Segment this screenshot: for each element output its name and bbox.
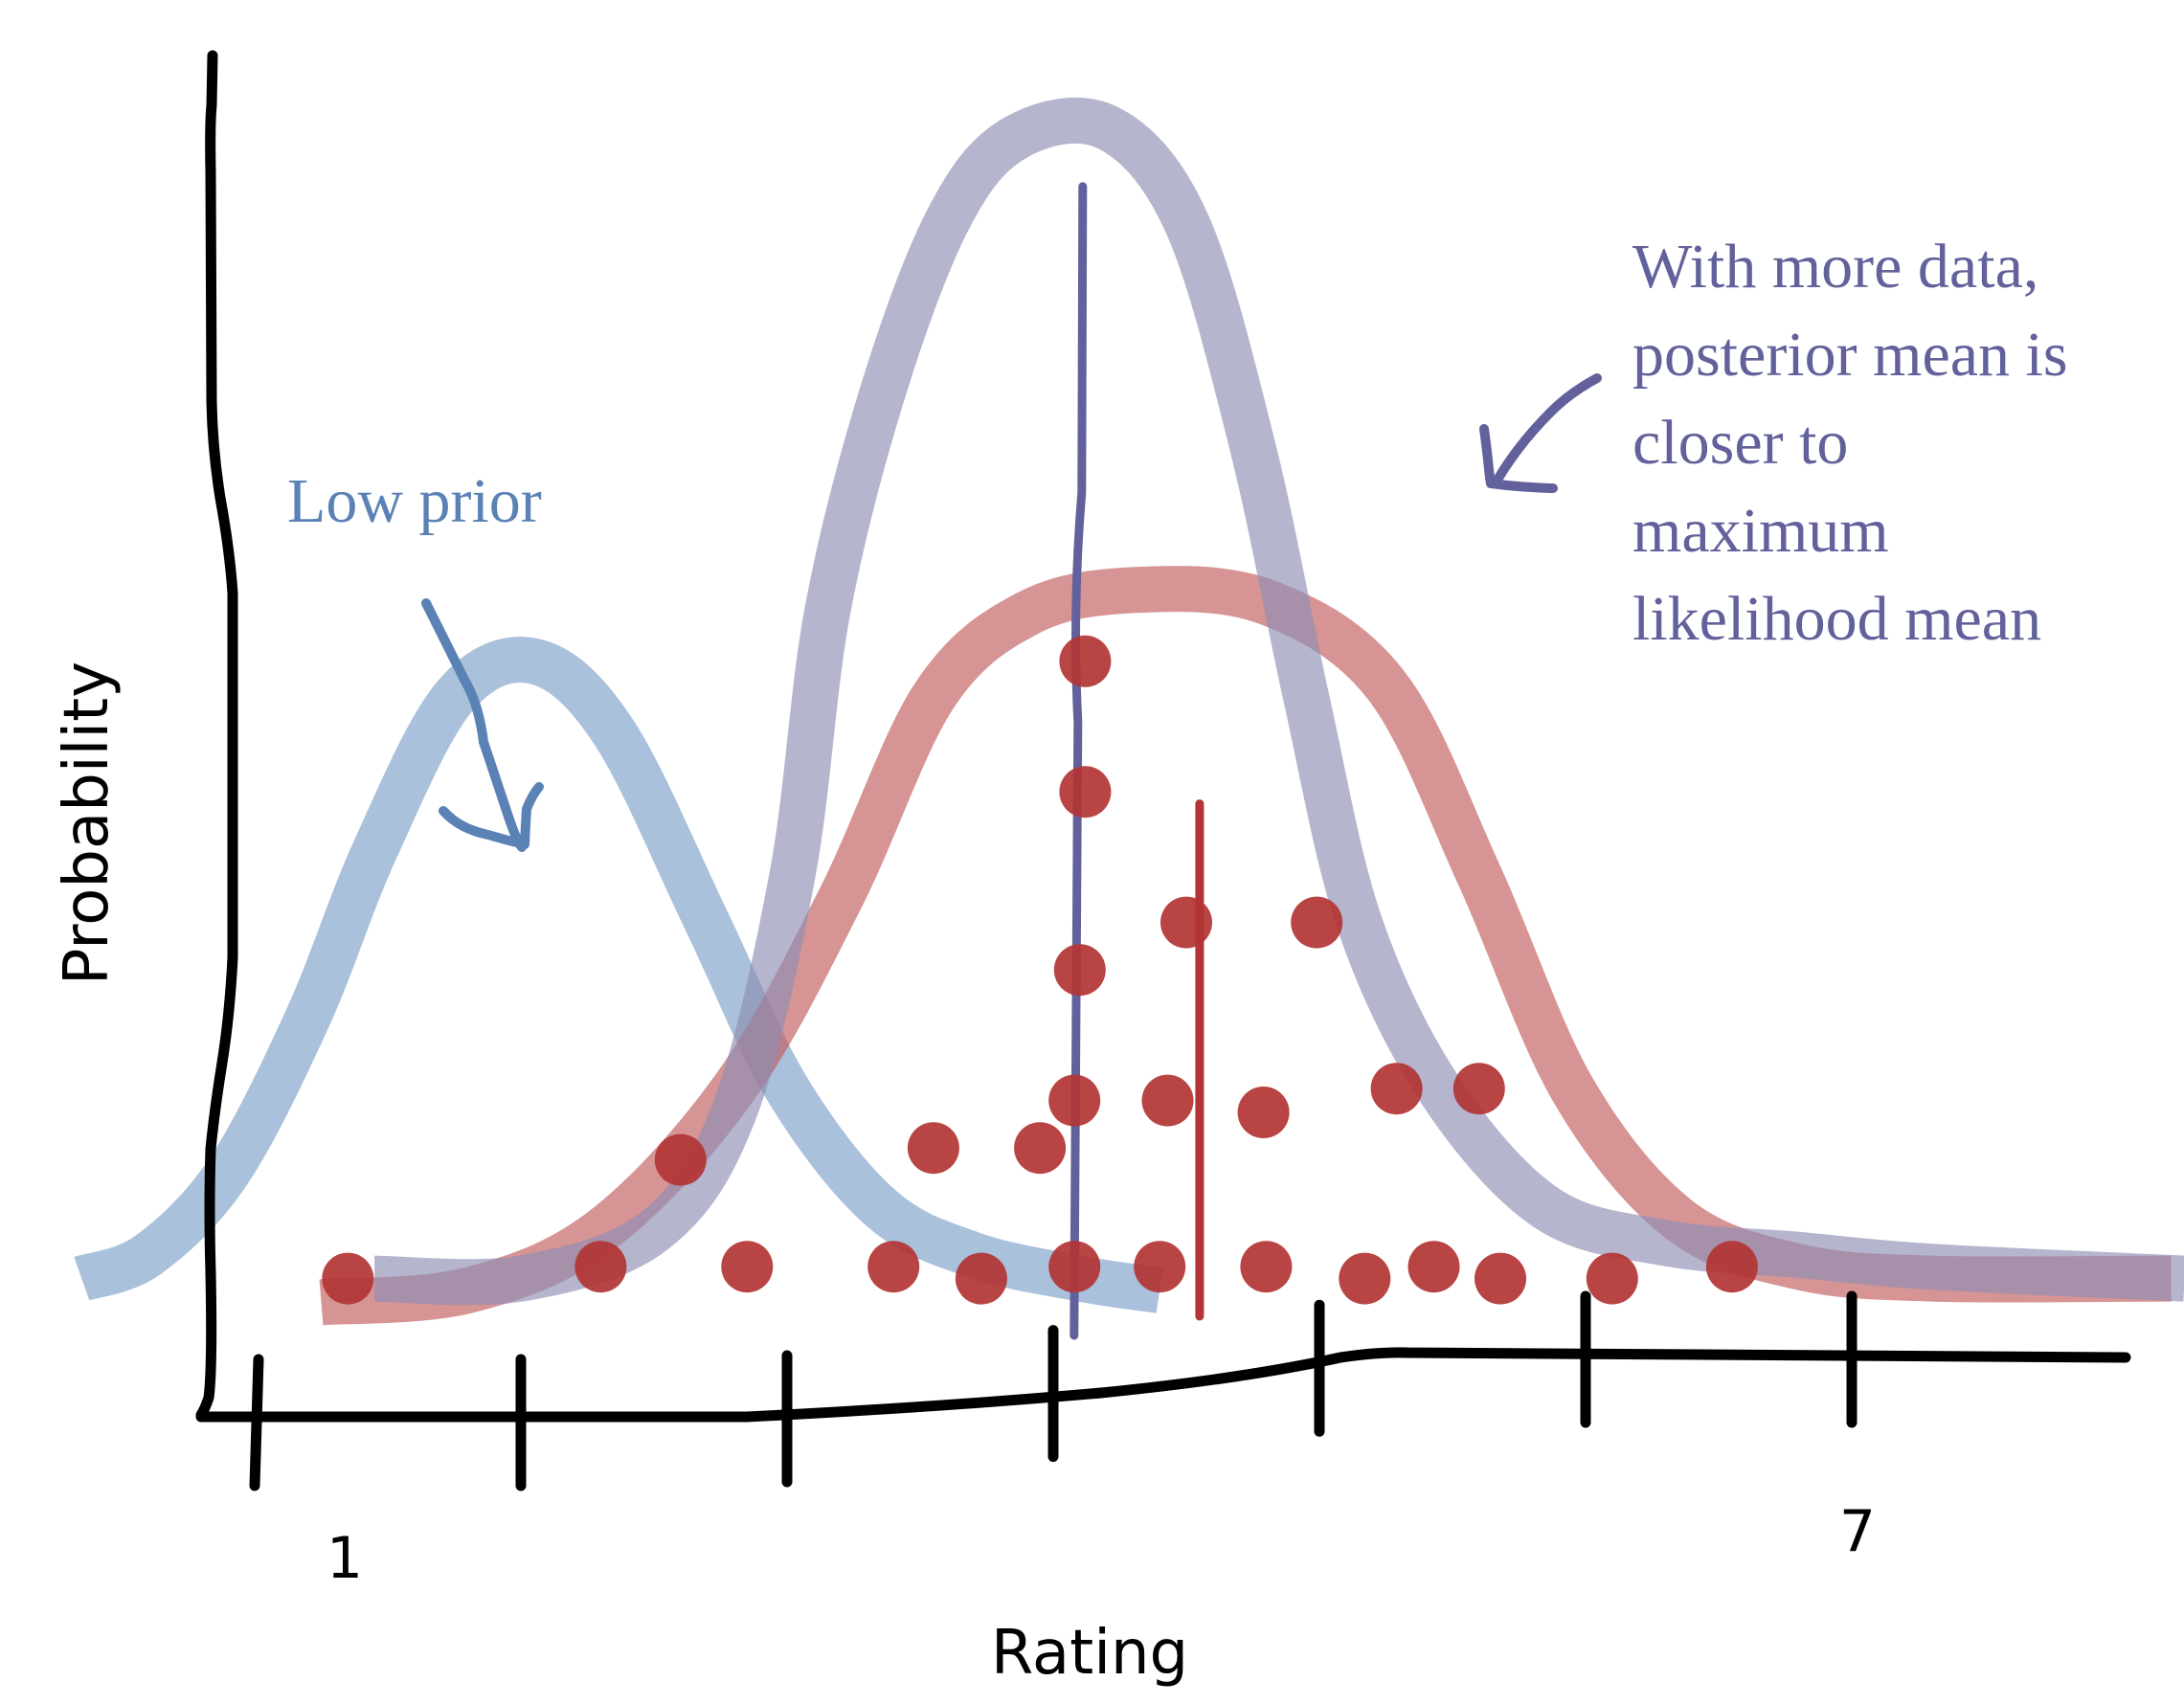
data-point (322, 1252, 374, 1305)
data-point (1134, 1241, 1186, 1293)
mean-lines (1069, 182, 1205, 1340)
posterior-arrowhead-icon (1479, 424, 1558, 493)
data-point (1370, 1063, 1423, 1115)
data-point (1705, 1241, 1758, 1293)
data-point (1407, 1241, 1460, 1293)
data-point (1291, 896, 1343, 949)
low-prior-annotation: Low prior (287, 466, 544, 852)
posterior-note-line-2: posterior mean is (1632, 320, 2068, 390)
prior-curve (74, 637, 1163, 1313)
posterior-annotation: With more data, posterior mean is closer… (1479, 232, 2068, 654)
data-point (1240, 1241, 1293, 1293)
data-point (1048, 1074, 1101, 1127)
data-point (1048, 1241, 1101, 1293)
data-point (1586, 1252, 1638, 1305)
x-axis-line (195, 1347, 2131, 1423)
data-point (574, 1241, 627, 1293)
posterior-note-line-1: With more data, (1632, 232, 2038, 302)
data-point (867, 1241, 920, 1293)
data-point (721, 1241, 774, 1293)
data-point (654, 1133, 707, 1186)
data-point (1014, 1122, 1067, 1175)
data-point (1141, 1074, 1194, 1127)
data-point (907, 1122, 959, 1175)
x-tick-label-7: 7 (1839, 1498, 1876, 1565)
low-prior-label: Low prior (287, 466, 542, 536)
posterior-note-line-3: closer to (1632, 408, 1848, 478)
posterior-note-line-4: maximum (1632, 496, 1889, 566)
data-point (1339, 1252, 1391, 1305)
x-tick-label-1: 1 (326, 1525, 363, 1592)
x-tick-1 (249, 1354, 264, 1491)
data-point (955, 1252, 1007, 1305)
low-prior-arrow-icon (421, 598, 527, 852)
data-points (322, 635, 1758, 1305)
data-point (1059, 635, 1112, 687)
data-point (1059, 766, 1112, 818)
data-point (1475, 1252, 1526, 1305)
posterior-mean-line (1069, 182, 1088, 1340)
y-axis-line (195, 50, 238, 1421)
data-point (1452, 1063, 1505, 1115)
posterior-arrow-icon (1491, 373, 1602, 488)
low-prior-arrowhead-icon (439, 782, 544, 849)
y-axis-title: Probability (52, 661, 123, 985)
axes (195, 50, 2131, 1491)
x-axis-title: Rating (991, 1618, 1188, 1689)
data-point (1237, 1087, 1290, 1138)
data-point (1053, 944, 1106, 997)
data-point (1160, 896, 1212, 949)
posterior-note-line-5: likelihood mean (1632, 584, 2041, 654)
posterior-curve (373, 97, 2184, 1306)
x-axis-ticks (249, 1290, 1858, 1491)
